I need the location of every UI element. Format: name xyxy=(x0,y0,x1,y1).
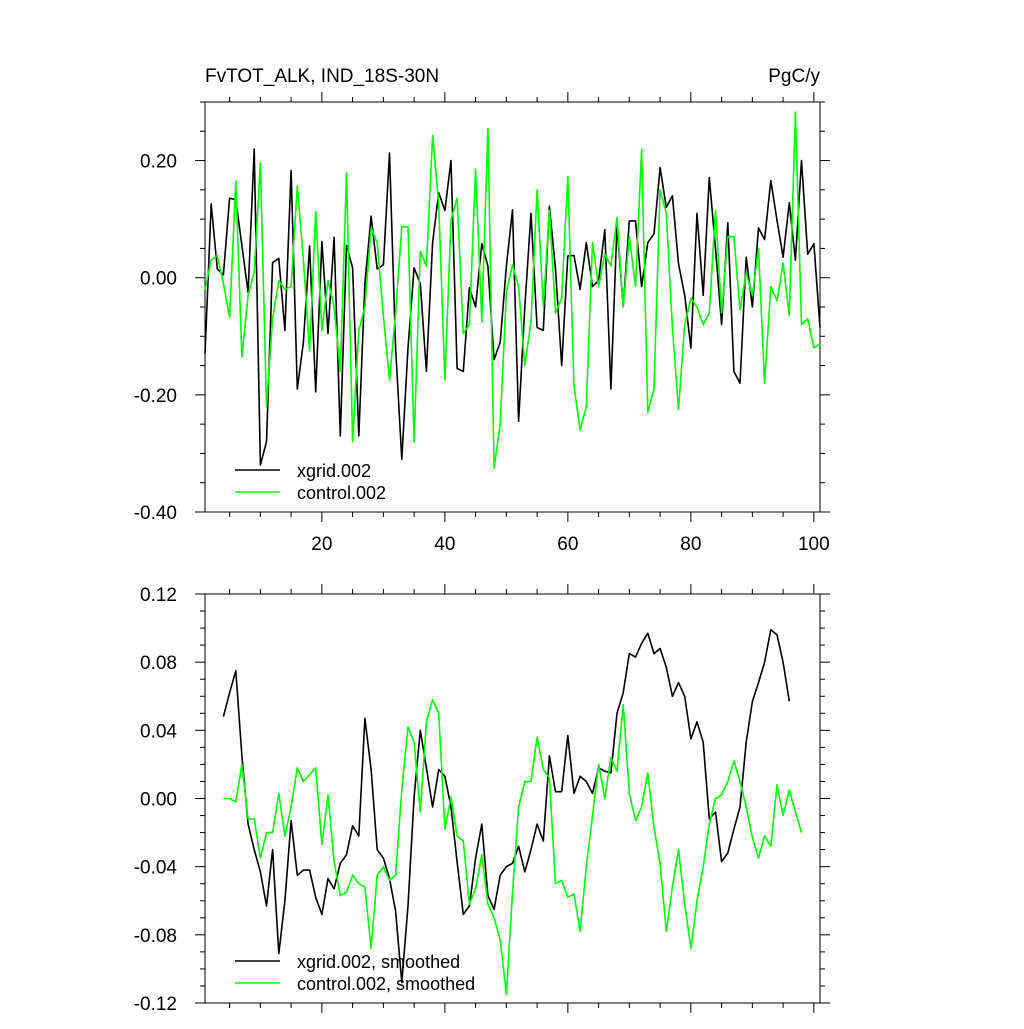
series-line-2 xyxy=(223,698,803,996)
series-line-2 xyxy=(204,111,821,469)
y-tick-label: 0.20 xyxy=(140,152,177,173)
y-tick-label: 0.08 xyxy=(140,653,177,674)
top-panel: 20 40 60 80 100 -0.40 -0.20 0.00 0.20 xgrid.002co… xyxy=(134,92,830,555)
legend-label-2: control.002, smoothed xyxy=(297,974,475,994)
y-tick-label: -0.04 xyxy=(134,858,178,879)
legend-label-1: xgrid.002, smoothed xyxy=(297,952,460,972)
y-tick-label: 0.00 xyxy=(140,269,177,290)
chart-title-right: PgC/y xyxy=(768,66,820,87)
plot-frame xyxy=(204,101,821,513)
y-tick-label: -0.08 xyxy=(134,926,177,947)
y-tick-label: 0.12 xyxy=(140,585,177,606)
legend-label-1: xgrid.002 xyxy=(297,461,371,481)
x-tick-label: 80 xyxy=(680,534,701,555)
y-tick-label: -0.12 xyxy=(134,994,177,1015)
x-tick-label: 100 xyxy=(798,534,830,555)
series-line-1 xyxy=(204,148,821,466)
legend-label-2: control.002 xyxy=(297,483,386,503)
y-tick-label: 0.00 xyxy=(140,790,177,811)
y-tick-label: -0.20 xyxy=(134,386,177,407)
series-line-1 xyxy=(222,628,791,984)
plot-frame xyxy=(204,593,821,1004)
bottom-panel: -0.12 -0.08 -0.04 0.00 0.04 0.08 0.12 xgrid.002… xyxy=(134,584,830,1015)
x-tick-label: 60 xyxy=(557,534,578,555)
x-tick-label: 40 xyxy=(434,534,455,555)
x-tick-label: 20 xyxy=(311,534,332,555)
y-tick-label: 0.04 xyxy=(140,721,177,742)
chart-title-left: FvTOT_ALK, IND_18S-30N xyxy=(205,66,439,87)
y-tick-label: -0.40 xyxy=(134,503,177,524)
